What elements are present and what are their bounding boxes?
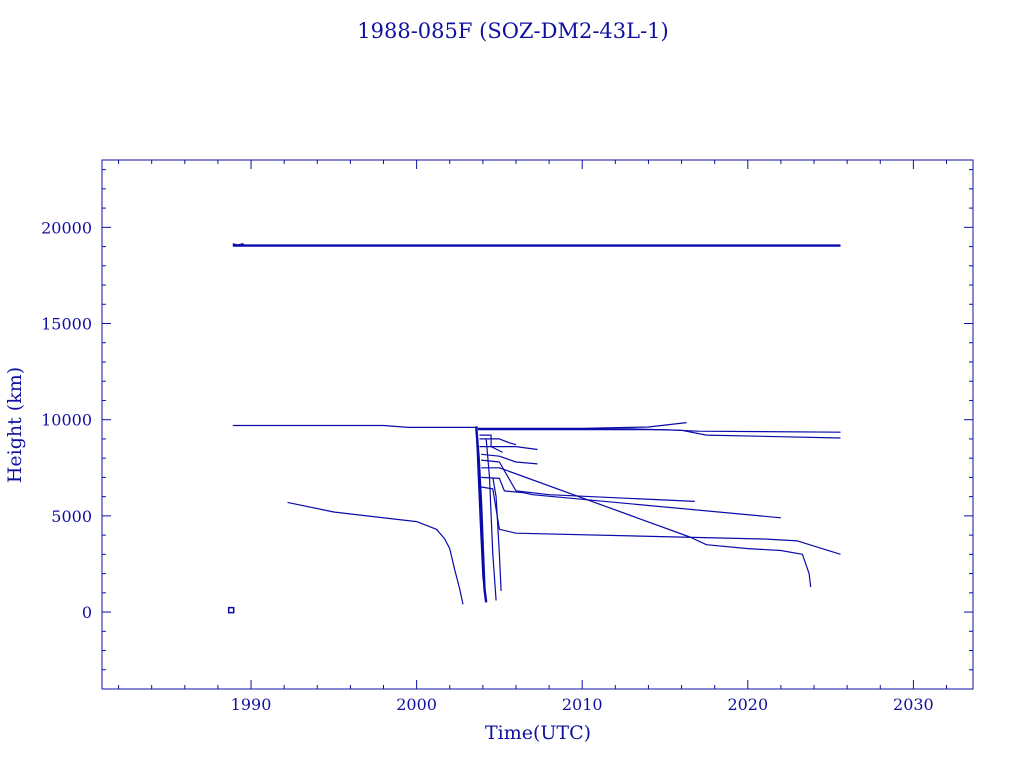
series-line-11 bbox=[481, 459, 695, 502]
series-line-8 bbox=[479, 438, 517, 446]
series-line-15 bbox=[287, 501, 464, 605]
tick-labels: 1990 2000 2010 2020 2030 0 5000 10000 15000 20000 bbox=[41, 218, 934, 714]
x-tick-label: 2010 bbox=[562, 695, 603, 714]
y-tick-label: 10000 bbox=[41, 411, 92, 430]
y-tick-label: 15000 bbox=[41, 315, 92, 334]
series-line-18 bbox=[485, 438, 497, 601]
series-line-19 bbox=[492, 477, 502, 591]
series-line-2 bbox=[232, 243, 245, 246]
series-line-9 bbox=[479, 446, 538, 451]
series-line-3 bbox=[232, 424, 478, 428]
series-line-17 bbox=[475, 427, 486, 599]
chart-title: 1988-085F (SOZ-DM2-43L-1) bbox=[357, 19, 668, 43]
series-line-6 bbox=[477, 428, 841, 439]
series-line-7 bbox=[479, 434, 503, 453]
x-tick-label: 2020 bbox=[727, 695, 768, 714]
x-tick-label: 2030 bbox=[893, 695, 934, 714]
x-axis-label: Time(UTC) bbox=[485, 722, 591, 744]
axis-ticks bbox=[102, 160, 973, 690]
series-line-13 bbox=[481, 467, 812, 588]
x-tick-label: 1990 bbox=[231, 695, 272, 714]
x-tick-label: 2000 bbox=[396, 695, 437, 714]
series-line-10 bbox=[481, 453, 538, 465]
series-line-14 bbox=[481, 486, 841, 555]
series-layer bbox=[227, 243, 841, 614]
data-marker bbox=[227, 606, 235, 614]
series-line-12 bbox=[481, 476, 781, 519]
series-line-4 bbox=[477, 422, 687, 429]
y-axis-label: Height (km) bbox=[4, 367, 26, 483]
y-tick-label: 20000 bbox=[41, 218, 92, 237]
plot-frame bbox=[101, 159, 974, 690]
y-tick-label: 5000 bbox=[51, 507, 92, 526]
y-tick-label: 0 bbox=[82, 603, 92, 622]
